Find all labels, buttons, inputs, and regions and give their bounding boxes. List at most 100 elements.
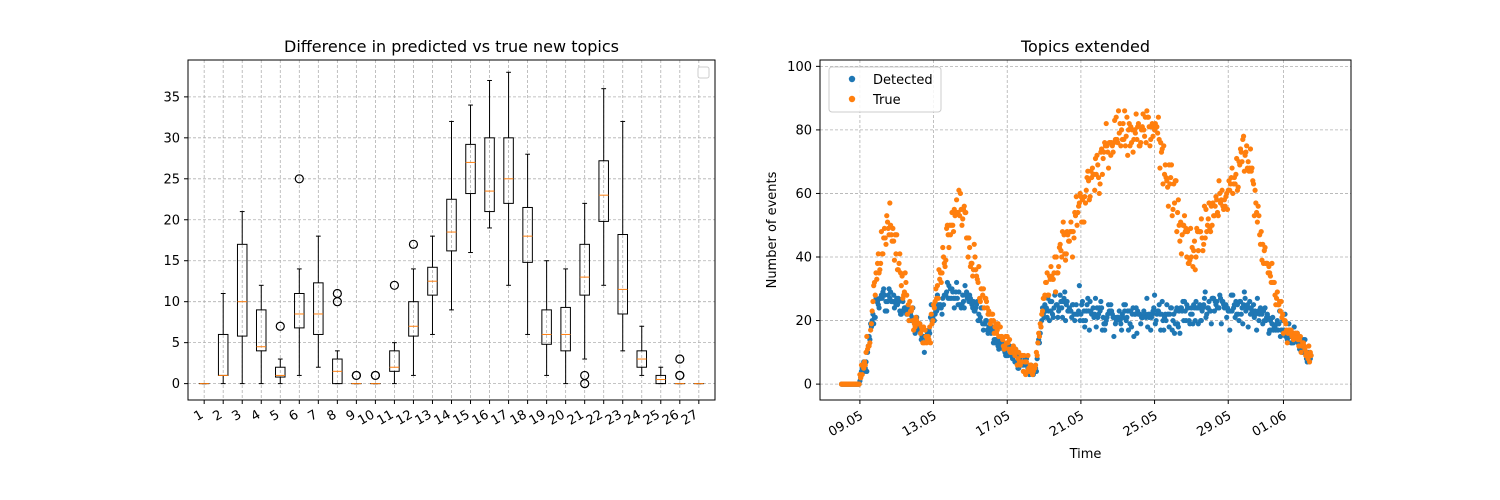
data-point bbox=[1059, 305, 1065, 311]
scatter-title: Topics extended bbox=[1020, 37, 1150, 56]
box-body bbox=[617, 234, 628, 315]
box-body bbox=[484, 137, 495, 213]
data-point bbox=[1128, 324, 1135, 330]
data-point bbox=[1150, 133, 1156, 139]
legend-true-label: True bbox=[872, 93, 901, 108]
data-point bbox=[1123, 133, 1129, 139]
data-point bbox=[1073, 194, 1079, 200]
box-body bbox=[294, 292, 305, 329]
data-point bbox=[1177, 238, 1183, 244]
x-tick-label: 18 bbox=[508, 407, 530, 428]
data-point bbox=[1096, 190, 1102, 197]
x-tick-label: 22 bbox=[584, 407, 606, 428]
data-point bbox=[1154, 124, 1160, 130]
data-point bbox=[902, 270, 908, 276]
data-point bbox=[1233, 171, 1239, 177]
data-point bbox=[1153, 317, 1159, 324]
data-point bbox=[1171, 200, 1178, 206]
data-point bbox=[980, 286, 987, 292]
data-point bbox=[1254, 327, 1260, 333]
data-point bbox=[1122, 302, 1128, 308]
data-point bbox=[878, 260, 884, 266]
data-point bbox=[1068, 219, 1074, 225]
data-point bbox=[1036, 333, 1043, 340]
data-point bbox=[876, 305, 882, 311]
data-point bbox=[1048, 263, 1054, 270]
data-point bbox=[898, 283, 904, 289]
box-4 bbox=[255, 284, 267, 385]
data-point bbox=[1236, 317, 1242, 324]
data-point bbox=[1095, 162, 1101, 168]
data-point bbox=[869, 308, 875, 314]
data-point bbox=[1298, 349, 1304, 355]
data-point bbox=[977, 314, 983, 320]
flier-point bbox=[408, 239, 419, 249]
data-point bbox=[1201, 295, 1208, 301]
data-point bbox=[1229, 165, 1235, 171]
data-point bbox=[1120, 120, 1126, 127]
data-point bbox=[1090, 305, 1096, 311]
data-point bbox=[1144, 108, 1150, 114]
data-point bbox=[1177, 330, 1183, 336]
data-point bbox=[1230, 190, 1236, 197]
data-point bbox=[1125, 152, 1131, 158]
data-point bbox=[1174, 228, 1180, 235]
x-tick-label: 12 bbox=[394, 407, 416, 428]
box-23 bbox=[617, 120, 628, 352]
data-point bbox=[1087, 298, 1093, 305]
data-point bbox=[1111, 333, 1117, 340]
data-point bbox=[1160, 181, 1166, 187]
data-point bbox=[1151, 292, 1158, 298]
box-17 bbox=[503, 71, 514, 286]
data-point bbox=[1247, 146, 1254, 152]
data-point bbox=[983, 317, 990, 324]
data-point bbox=[1181, 213, 1188, 219]
data-point bbox=[956, 289, 962, 295]
x-tick-label: 7 bbox=[306, 407, 321, 424]
flier-point bbox=[389, 280, 400, 290]
data-point bbox=[1062, 257, 1069, 263]
x-tick-label: 21 bbox=[565, 407, 587, 428]
x-tick-label: 6 bbox=[287, 407, 302, 424]
data-point bbox=[856, 381, 862, 387]
data-point bbox=[884, 213, 890, 219]
data-point bbox=[1280, 311, 1286, 317]
y-tick-label: 25 bbox=[163, 172, 180, 187]
data-point bbox=[1101, 149, 1107, 155]
y-tick-label: 15 bbox=[163, 254, 180, 269]
x-tick-label: 20 bbox=[546, 407, 568, 428]
data-point bbox=[1188, 254, 1194, 260]
data-point bbox=[1163, 317, 1169, 324]
data-point bbox=[872, 292, 878, 298]
box-16 bbox=[484, 79, 495, 229]
data-point bbox=[1192, 267, 1198, 273]
box-body bbox=[236, 243, 248, 337]
box-body bbox=[503, 137, 514, 204]
data-point bbox=[1124, 314, 1130, 320]
data-point bbox=[938, 279, 944, 286]
data-point bbox=[1053, 254, 1059, 260]
data-point bbox=[1151, 305, 1157, 311]
data-point bbox=[1224, 314, 1230, 320]
data-point bbox=[1062, 317, 1069, 324]
data-point bbox=[921, 349, 927, 355]
data-point bbox=[976, 263, 982, 270]
data-point bbox=[881, 286, 887, 292]
data-point bbox=[977, 298, 983, 305]
data-point bbox=[1038, 324, 1044, 330]
x-tick-label: 1 bbox=[191, 407, 206, 424]
data-point bbox=[1155, 130, 1161, 136]
data-point bbox=[1025, 352, 1031, 359]
data-point bbox=[1050, 314, 1056, 320]
data-point bbox=[1097, 181, 1103, 187]
data-point bbox=[1208, 321, 1214, 327]
legend-detected-label: Detected bbox=[873, 73, 933, 88]
x-tick-label: 14 bbox=[432, 407, 454, 428]
data-point bbox=[1134, 330, 1140, 336]
box-body bbox=[579, 243, 590, 296]
data-point bbox=[1052, 289, 1059, 295]
data-point bbox=[965, 254, 971, 260]
data-point bbox=[1238, 311, 1244, 317]
data-point bbox=[1200, 248, 1206, 254]
data-point bbox=[1288, 327, 1294, 333]
